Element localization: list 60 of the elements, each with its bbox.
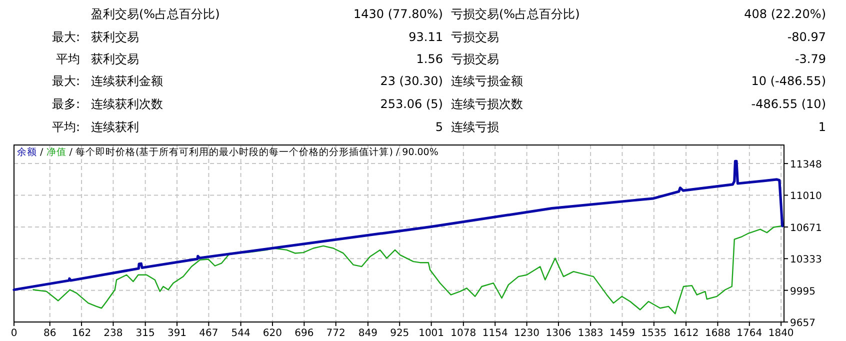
y-tick-label: 11348 [790, 160, 822, 171]
text: 平均: 连续获利 [52, 120, 139, 134]
text: 盈利交易(%占总百分比) [91, 7, 220, 21]
y-tick-label: 11010 [790, 191, 822, 202]
annotation: / [66, 147, 76, 158]
text: 408 (22.20%) [744, 7, 826, 21]
text: 1.56 [416, 52, 443, 66]
text: 亏损交易 [451, 52, 499, 66]
x-tick-label: 1764 [736, 328, 762, 339]
x-tick-label: 620 [262, 328, 282, 339]
text: 连续亏损次数 [451, 97, 523, 111]
x-tick-label: 696 [294, 328, 314, 339]
x-tick-label: 1535 [641, 328, 667, 339]
x-tick-label: 315 [136, 328, 155, 339]
text: 253.06 (5) [380, 97, 443, 111]
x-tick-label: 849 [358, 328, 378, 339]
x-tick-label: 0 [10, 328, 18, 339]
text: 10 (-486.55) [751, 74, 826, 88]
text: 连续亏损 [451, 120, 499, 134]
text: 5 [435, 120, 443, 134]
text: -486.55 (10) [751, 97, 826, 111]
text: 1430 (77.80%) [354, 7, 443, 21]
text: 净值 [46, 146, 66, 158]
text: 23 (30.30) [380, 74, 443, 88]
x-tick-label: 1001 [418, 328, 444, 339]
text: 最多: 连续获利次数 [52, 97, 163, 111]
x-tick-label: 544 [231, 328, 250, 339]
text: 余额 [17, 146, 37, 158]
text: 平均 获利交易 [56, 52, 139, 66]
x-tick-label: 162 [72, 328, 92, 339]
x-tick-label: 391 [167, 328, 187, 339]
text: 最大: 获利交易 [52, 30, 139, 44]
x-tick-label: 1840 [768, 328, 794, 339]
x-tick-label: 86 [43, 328, 56, 339]
annotation: / [37, 147, 46, 158]
x-tick-label: 925 [390, 328, 410, 339]
text: 亏损交易(%占总百分比) [451, 7, 580, 21]
x-tick-label: 467 [199, 328, 218, 339]
y-tick-label: 10671 [790, 222, 822, 234]
chart-title: 每个即时价格(基于所有可利用的最小时段的每一个价格的分形插值计算) / 90.00% [76, 146, 438, 158]
text: -80.97 [787, 30, 826, 44]
y-tick-label: 10333 [790, 254, 822, 266]
x-tick-label: 1688 [704, 328, 730, 339]
text: 最大: 连续获利金额 [52, 74, 163, 88]
x-tick-label: 1230 [514, 328, 540, 339]
y-tick-label: 9657 [790, 318, 816, 329]
x-tick-label: 772 [326, 328, 346, 339]
x-tick-label: 1078 [450, 328, 476, 339]
x-tick-label: 1383 [578, 328, 604, 339]
x-tick-label: 1154 [482, 328, 508, 339]
x-tick-label: 238 [104, 328, 123, 339]
text: 1 [818, 120, 826, 134]
text: 连续亏损金额 [451, 74, 523, 88]
text: 亏损交易 [451, 30, 499, 44]
x-tick-label: 1459 [610, 328, 635, 339]
text: -3.79 [794, 52, 826, 66]
x-tick-label: 1612 [673, 328, 699, 339]
text: 93.11 [408, 30, 443, 44]
x-tick-label: 1306 [546, 328, 572, 339]
y-tick-label: 9995 [790, 286, 816, 298]
